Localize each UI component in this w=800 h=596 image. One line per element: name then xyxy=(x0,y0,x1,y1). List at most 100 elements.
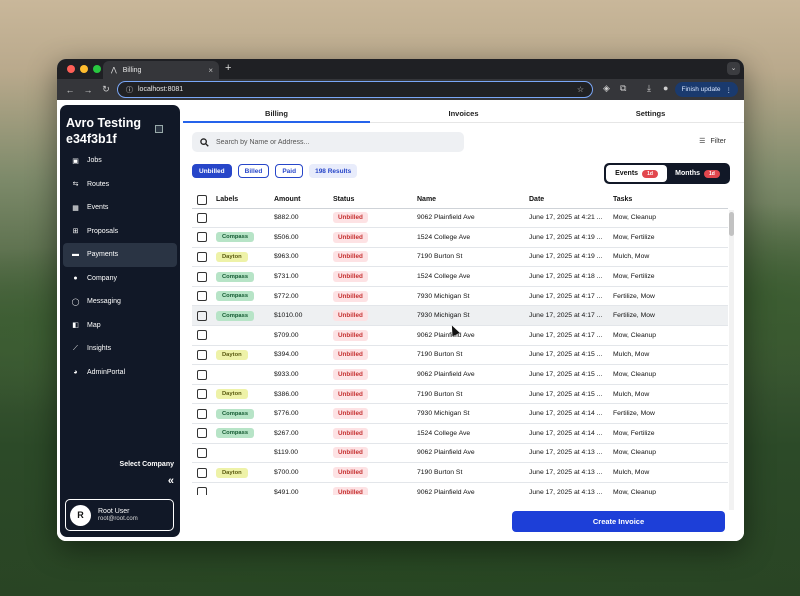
sidebar-item-map[interactable]: ◧ Map xyxy=(63,314,177,338)
cell-status: Unbilled xyxy=(333,384,417,405)
collapse-sidebar-icon[interactable]: « xyxy=(167,475,174,487)
select-company-link[interactable]: Select Company xyxy=(119,461,174,468)
table-row[interactable]: Dayton $386.00 Unbilled 7190 Burton St June … xyxy=(192,384,728,405)
column-header-amount[interactable]: Amount xyxy=(274,192,333,209)
puzzle-icon[interactable]: ⧉ xyxy=(620,83,627,93)
new-tab-button[interactable]: + xyxy=(225,62,232,74)
profile-icon[interactable]: ● xyxy=(663,83,669,93)
extension-icon[interactable]: ◈ xyxy=(603,83,610,93)
billing-table-container: Labels Amount Status Name Date Tasks $88… xyxy=(192,192,735,495)
table-row[interactable]: Compass $731.00 Unbilled 1524 College Ave Ju… xyxy=(192,266,728,287)
minimize-window-button[interactable] xyxy=(80,65,88,73)
tab-search-icon[interactable]: ⌄ xyxy=(727,62,740,75)
cell-date: June 17, 2025 at 4:21 ... xyxy=(529,208,613,229)
table-header-row: Labels Amount Status Name Date Tasks xyxy=(192,192,728,209)
tab-billing[interactable]: Billing xyxy=(183,106,370,123)
more-menu-icon[interactable]: ⋮ xyxy=(725,86,733,94)
cell-amount: $119.00 xyxy=(274,443,333,464)
sidebar-item-label: Map xyxy=(87,321,101,329)
row-checkbox[interactable] xyxy=(197,291,207,302)
row-checkbox[interactable] xyxy=(197,212,207,223)
row-checkbox[interactable] xyxy=(197,447,207,458)
table-row[interactable]: Compass $1010.00 Unbilled 7930 Michigan St J… xyxy=(192,305,728,327)
sidebar-item-adminportal[interactable]: ◕ AdminPortal xyxy=(63,361,177,385)
table-row[interactable]: Compass $776.00 Unbilled 7930 Michigan St Ju… xyxy=(192,403,728,425)
row-checkbox[interactable] xyxy=(197,467,207,478)
reload-icon[interactable]: ↻ xyxy=(102,84,110,94)
cell-labels: Dayton xyxy=(216,462,274,483)
table-row[interactable]: Dayton $963.00 Unbilled 7190 Burton St June … xyxy=(192,247,728,268)
user-card[interactable]: R Root User root@root.com xyxy=(65,499,174,531)
table-row[interactable]: $882.00 Unbilled 9062 Plainfield Ave June 1… xyxy=(192,208,728,229)
sidebar-item-events[interactable]: ▦ Events xyxy=(63,196,177,220)
table-row[interactable]: Compass $267.00 Unbilled 1524 College Ave Ju… xyxy=(192,423,728,444)
site-info-icon[interactable]: ⓘ xyxy=(126,86,133,94)
row-checkbox[interactable] xyxy=(197,389,207,400)
browser-tab[interactable]: ⋀ Billing × xyxy=(103,61,219,79)
avatar: R xyxy=(70,504,91,526)
chip-billed[interactable]: Billed xyxy=(237,164,270,178)
chip-unbilled[interactable]: Unbilled xyxy=(192,164,232,178)
sidebar-item-proposals[interactable]: ⊞ Proposals xyxy=(63,220,177,244)
row-checkbox[interactable] xyxy=(197,232,207,243)
table-row[interactable]: Compass $506.00 Unbilled 1524 College Ave Ju… xyxy=(192,227,728,248)
column-header-date[interactable]: Date xyxy=(529,192,613,209)
select-all-checkbox[interactable] xyxy=(197,194,207,205)
row-checkbox[interactable] xyxy=(197,349,207,360)
address-bar[interactable]: ⓘ localhost:8081 ☆ xyxy=(117,81,593,98)
row-checkbox[interactable] xyxy=(197,487,207,495)
row-checkbox[interactable] xyxy=(197,408,207,419)
cell-status: Unbilled xyxy=(333,364,417,385)
cell-tasks: Mow, Cleanup xyxy=(613,443,728,464)
label-tag: Compass xyxy=(216,428,255,439)
tab-settings[interactable]: Settings xyxy=(635,109,666,118)
create-invoice-button[interactable]: Create Invoice xyxy=(512,511,725,532)
search-input[interactable] xyxy=(216,138,436,146)
toggle-months[interactable]: Months 1d xyxy=(667,165,728,182)
filter-button[interactable]: ☰ Filter xyxy=(699,137,726,146)
download-icon[interactable]: ⤓ xyxy=(647,83,651,93)
table-row[interactable]: Dayton $700.00 Unbilled 7190 Burton St June … xyxy=(192,462,728,483)
column-header-labels[interactable]: Labels xyxy=(216,192,274,209)
tab-invoices[interactable]: Invoices xyxy=(448,109,479,118)
column-header-status[interactable]: Status xyxy=(333,192,417,209)
sidebar-item-label: Messaging xyxy=(87,298,121,306)
row-checkbox[interactable] xyxy=(197,310,207,321)
sidebar-item-routes[interactable]: ⇆ Routes xyxy=(63,173,177,197)
table-row[interactable]: Compass $772.00 Unbilled 7930 Michigan St Ju… xyxy=(192,286,728,307)
cell-status: Unbilled xyxy=(333,208,417,229)
row-checkbox[interactable] xyxy=(197,369,207,380)
row-checkbox[interactable] xyxy=(197,271,207,282)
toggle-events[interactable]: Events 1d xyxy=(606,165,667,182)
cell-amount: $731.00 xyxy=(274,266,333,287)
table-row[interactable]: Dayton $394.00 Unbilled 7190 Burton St June … xyxy=(192,345,728,366)
maximize-window-button[interactable] xyxy=(93,65,101,73)
table-row[interactable]: $933.00 Unbilled 9062 Plainfield Ave June 1… xyxy=(192,364,728,385)
finish-update-button[interactable]: Finish update ⋮ xyxy=(675,82,738,97)
routes-icon: ⇆ xyxy=(72,181,79,189)
close-window-button[interactable] xyxy=(67,65,75,73)
forward-icon[interactable]: → xyxy=(83,84,93,95)
chip-paid[interactable]: Paid xyxy=(275,164,304,178)
table-row[interactable]: $709.00 Unbilled 9062 Plainfield Ave June 1… xyxy=(192,325,728,346)
column-header-tasks[interactable]: Tasks xyxy=(613,192,728,209)
scrollbar-thumb[interactable] xyxy=(729,212,734,236)
cell-tasks: Mow, Cleanup xyxy=(613,325,728,346)
table-row[interactable]: $119.00 Unbilled 9062 Plainfield Ave June 1… xyxy=(192,443,728,464)
table-scrollbar[interactable] xyxy=(729,210,734,510)
back-icon[interactable]: ← xyxy=(65,84,75,95)
sidebar-item-insights[interactable]: ⟋ Insights xyxy=(63,337,177,361)
sidebar-item-payments[interactable]: ▬ Payments xyxy=(63,243,177,267)
row-checkbox[interactable] xyxy=(197,330,207,341)
cell-date: June 17, 2025 at 4:13 ... xyxy=(529,443,613,464)
column-header-name[interactable]: Name xyxy=(417,192,529,209)
cell-amount: $882.00 xyxy=(274,208,333,229)
table-row[interactable]: $491.00 Unbilled 9062 Plainfield Ave June 1… xyxy=(192,482,728,495)
sidebar-item-company[interactable]: ● Company xyxy=(63,267,177,291)
sidebar-item-messaging[interactable]: ◯ Messaging xyxy=(63,290,177,314)
row-checkbox[interactable] xyxy=(197,251,207,262)
bookmark-star-icon[interactable]: ☆ xyxy=(576,85,584,94)
sidebar-item-jobs[interactable]: ▣ Jobs xyxy=(63,149,177,173)
close-tab-icon[interactable]: × xyxy=(208,65,213,75)
row-checkbox[interactable] xyxy=(197,428,207,439)
